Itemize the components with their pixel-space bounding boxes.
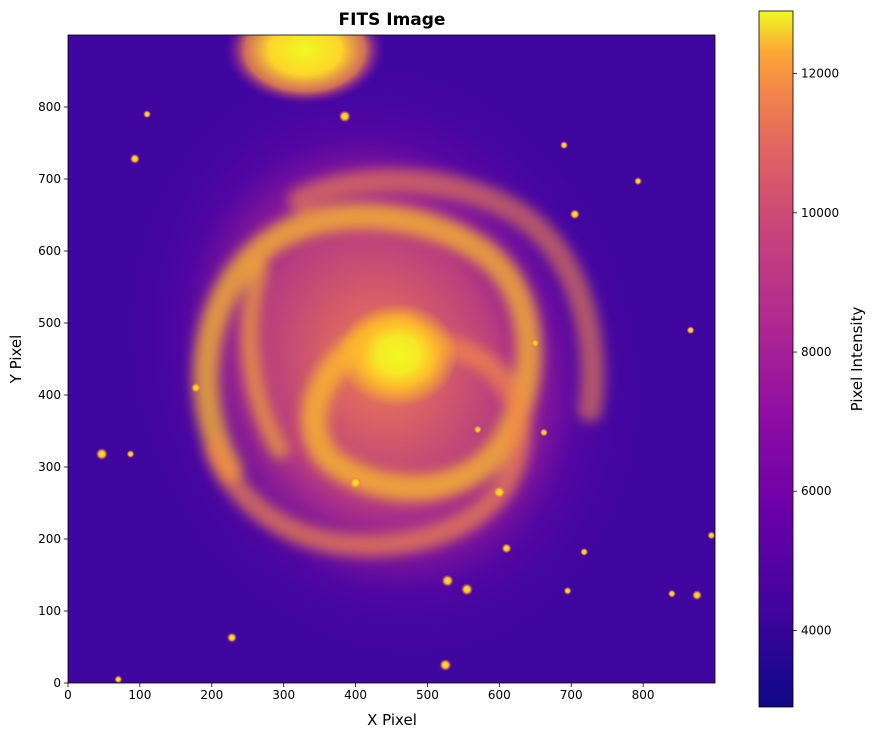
colorbar-tick-label: 6000: [801, 484, 832, 498]
y-tick-label: 100: [38, 604, 61, 618]
y-tick-label: 0: [53, 676, 61, 690]
star: [493, 486, 506, 499]
x-tick-label: 300: [272, 688, 295, 702]
star: [349, 476, 362, 489]
star: [531, 339, 540, 348]
star: [686, 326, 695, 335]
star: [129, 153, 140, 164]
star: [634, 177, 643, 186]
colorbar-tick-label: 12000: [801, 67, 839, 81]
y-tick-label: 800: [38, 100, 61, 114]
star: [95, 448, 108, 461]
figure-title: FITS Image: [339, 10, 446, 30]
colorbar-tick-label: 8000: [801, 345, 832, 359]
star: [569, 209, 580, 220]
star: [560, 141, 569, 150]
x-tick-label: 100: [128, 688, 151, 702]
colorbar-ticks: 4000 6000 8000 10000 12000: [793, 67, 839, 637]
y-tick-label: 600: [38, 244, 61, 258]
star: [539, 428, 548, 437]
x-tick-label: 0: [64, 688, 72, 702]
companion-galaxy: [225, 35, 385, 105]
y-tick-label: 200: [38, 532, 61, 546]
star: [473, 425, 482, 434]
galaxy-core: [338, 303, 458, 407]
star: [441, 574, 454, 587]
star: [439, 659, 452, 671]
y-tick-label: 700: [38, 172, 61, 186]
x-tick-label: 200: [200, 688, 223, 702]
star: [580, 547, 589, 556]
star: [460, 583, 473, 596]
y-axis-label: Y Pixel: [7, 335, 25, 385]
fits-image: [68, 35, 715, 683]
x-tick-label: 400: [344, 688, 367, 702]
x-axis-label: X Pixel: [367, 711, 417, 729]
image-frame: [67, 34, 716, 684]
colorbar-label: Pixel Intensity: [848, 307, 866, 412]
spiral-arms: [193, 168, 605, 557]
star: [190, 382, 201, 393]
x-tick-label: 600: [488, 688, 511, 702]
star: [563, 586, 572, 595]
star: [707, 531, 715, 540]
y-axis-ticks: 0 100 200 300 400 500 600 700 800: [38, 100, 68, 690]
x-tick-label: 700: [560, 688, 583, 702]
star: [114, 675, 123, 683]
star: [501, 543, 512, 554]
y-tick-label: 400: [38, 388, 61, 402]
x-tick-label: 500: [416, 688, 439, 702]
star: [126, 450, 135, 459]
y-tick-label: 300: [38, 460, 61, 474]
star: [226, 632, 237, 643]
star: [692, 590, 703, 601]
colorbar-tick-label: 10000: [801, 206, 839, 220]
colorbar: [758, 10, 794, 708]
star: [667, 589, 676, 598]
colorbar-tick-label: 4000: [801, 623, 832, 637]
y-tick-label: 500: [38, 316, 61, 330]
x-axis-ticks: 0 100 200 300 400 500 600 700 800: [64, 683, 655, 702]
star-field: [95, 110, 715, 683]
star: [338, 110, 351, 123]
x-tick-label: 800: [632, 688, 655, 702]
star: [143, 110, 152, 119]
